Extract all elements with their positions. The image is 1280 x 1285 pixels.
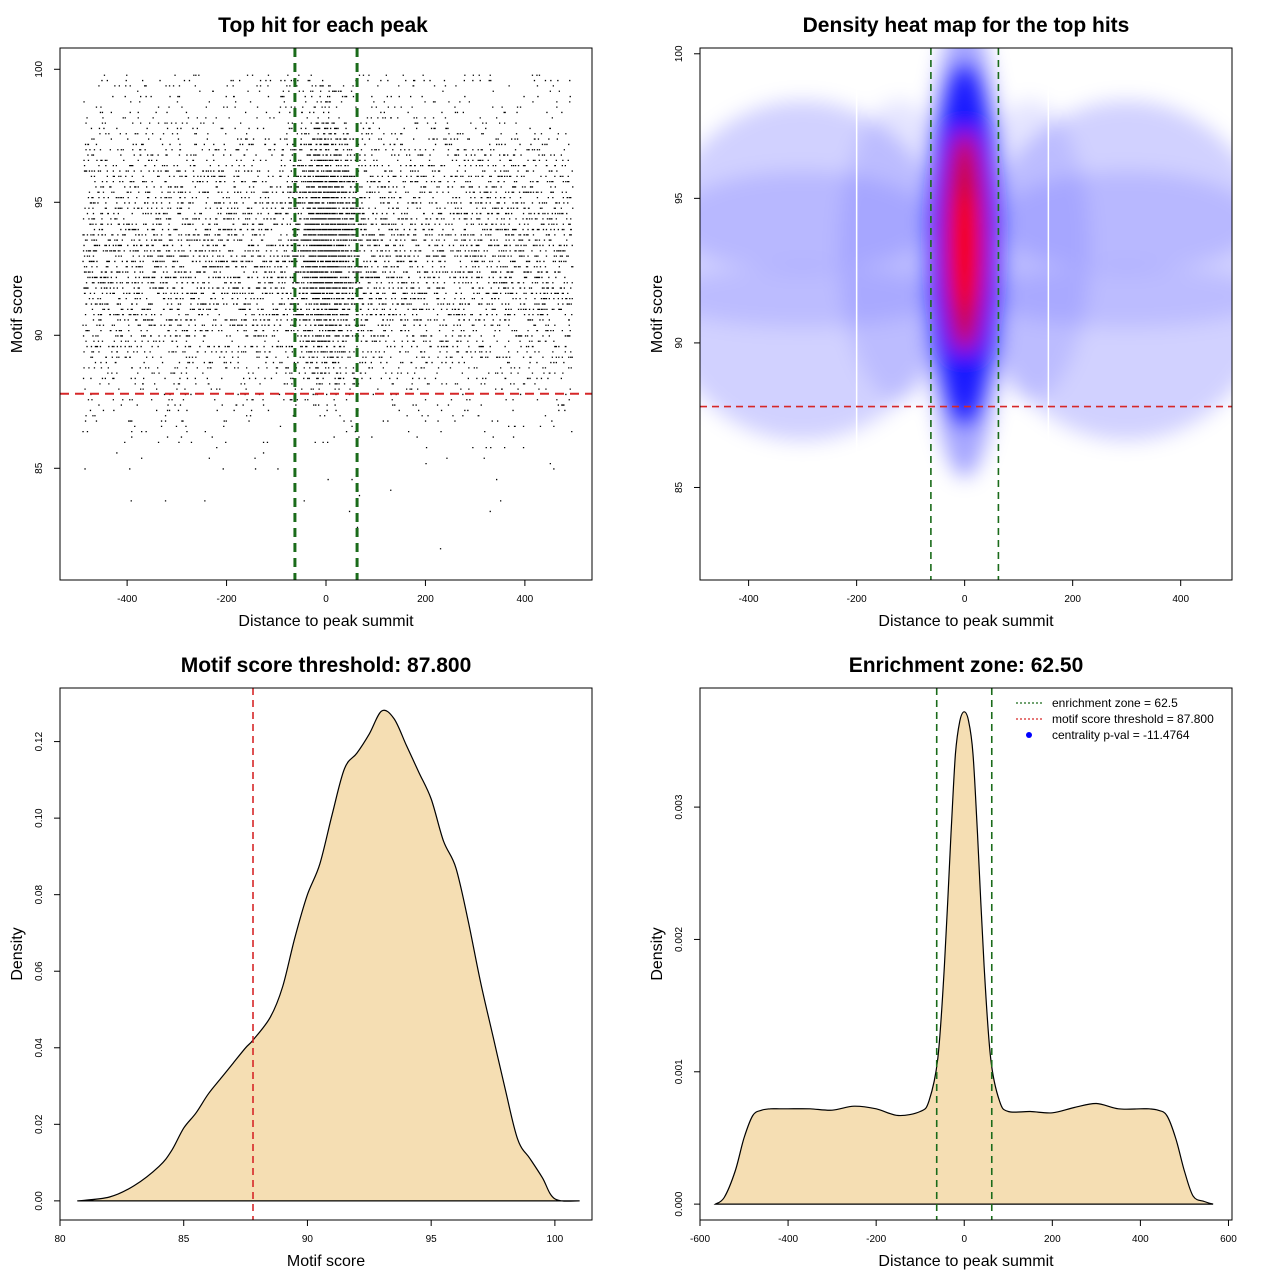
x-tick-label: 90 xyxy=(302,1234,314,1245)
y-tick-label: 0.10 xyxy=(34,808,45,828)
scatter-reference-lines xyxy=(60,48,592,580)
y-tick-label: 0.00 xyxy=(34,1191,45,1211)
distance-density-y-axis: 0.000 0.001 0.002 0.003 xyxy=(674,794,700,1217)
y-tick-label: 0.003 xyxy=(674,794,685,819)
distance-density-x-label: Distance to peak summit xyxy=(878,1253,1054,1270)
y-tick-label: 85 xyxy=(34,462,45,474)
x-tick-label: 0 xyxy=(962,594,968,605)
y-tick-label: 0.12 xyxy=(34,731,45,751)
score-density-y-label: Density xyxy=(9,927,26,980)
x-tick-label: 400 xyxy=(1132,1234,1149,1245)
scatter-x-label: Distance to peak summit xyxy=(238,613,414,630)
x-tick-label: 200 xyxy=(417,594,434,605)
x-tick-label: 400 xyxy=(1172,594,1189,605)
distance-density-y-label: Density xyxy=(649,927,666,980)
scatter-point-cloud xyxy=(82,74,574,550)
scatter-points xyxy=(82,74,574,550)
legend: enrichment zone = 62.5 motif score thres… xyxy=(1016,696,1214,742)
legend-symbol-pval xyxy=(1026,732,1032,738)
y-tick-label: 0.000 xyxy=(674,1191,685,1216)
x-tick-label: 200 xyxy=(1064,594,1081,605)
y-tick-label: 100 xyxy=(34,61,45,78)
x-tick-label: -200 xyxy=(866,1234,886,1245)
heatmap-y-label: Motif score xyxy=(649,275,666,353)
y-tick-label: 100 xyxy=(674,45,685,62)
x-tick-label: 600 xyxy=(1220,1234,1237,1245)
panel-score-density: Motif score threshold: 87.800 80 85 90 95 10… xyxy=(9,654,593,1270)
heatmap-reference-lines xyxy=(700,48,1232,580)
scatter-x-axis: -400 -200 0 200 400 xyxy=(117,580,534,605)
distance-density-title: Enrichment zone: 62.50 xyxy=(849,654,1084,677)
score-density-y-axis: 0.00 0.02 0.04 0.06 0.08 0.10 0.12 xyxy=(34,731,60,1211)
score-density-plot-frame xyxy=(59,687,593,1221)
x-tick-label: 200 xyxy=(1044,1234,1061,1245)
x-tick-label: -200 xyxy=(847,594,867,605)
y-tick-label: 90 xyxy=(34,329,45,341)
x-tick-label: -400 xyxy=(739,594,759,605)
heatmap-x-axis: -400 -200 0 200 400 xyxy=(739,580,1189,605)
y-tick-label: 0.08 xyxy=(34,885,45,905)
legend-label-pval: centrality p-val = -11.4764 xyxy=(1052,728,1190,742)
x-tick-label: 0 xyxy=(961,1234,967,1245)
heatmap-plot-frame xyxy=(699,47,1233,581)
y-tick-label: 85 xyxy=(674,481,685,493)
distance-density-plot-frame xyxy=(699,687,1233,1221)
distance-density-x-axis: -600 -400 -200 0 200 400 600 xyxy=(690,1220,1237,1245)
scatter-y-label: Motif score xyxy=(9,275,26,353)
score-density-curve xyxy=(77,709,580,1202)
scatter-title: Top hit for each peak xyxy=(218,14,428,37)
panel-distance-density: Enrichment zone: 62.50 -600 -400 -200 0 200 4… xyxy=(649,654,1237,1270)
y-tick-label: 0.02 xyxy=(34,1114,45,1134)
panel-scatter: Top hit for each peak -400 -200 0 200 400 85… xyxy=(9,14,593,630)
distance-density-reference-lines xyxy=(935,688,993,1220)
x-tick-label: -400 xyxy=(778,1234,798,1245)
x-tick-label: -200 xyxy=(217,594,237,605)
score-density-x-axis: 80 85 90 95 100 xyxy=(54,1220,564,1245)
y-tick-label: 95 xyxy=(34,196,45,208)
x-tick-label: 400 xyxy=(517,594,534,605)
legend-label-zone: enrichment zone = 62.5 xyxy=(1052,696,1178,710)
x-tick-label: 80 xyxy=(54,1234,66,1245)
score-density-title: Motif score threshold: 87.800 xyxy=(181,654,472,677)
x-tick-label: 0 xyxy=(323,594,329,605)
heatmap-title: Density heat map for the top hits xyxy=(803,14,1130,37)
distance-density-curve xyxy=(713,711,1214,1205)
panel-heatmap: Density heat map for the top hits -400 -2… xyxy=(649,14,1233,630)
heat-peak-center xyxy=(952,190,977,311)
y-tick-label: 0.002 xyxy=(674,926,685,951)
legend-label-threshold: motif score threshold = 87.800 xyxy=(1052,712,1214,726)
x-tick-label: 100 xyxy=(547,1234,564,1245)
y-tick-label: 0.04 xyxy=(34,1038,45,1058)
x-tick-label: 85 xyxy=(178,1234,190,1245)
heatmap-y-axis: 85 90 95 100 xyxy=(674,45,700,493)
y-tick-label: 0.001 xyxy=(674,1059,685,1084)
x-tick-label: 95 xyxy=(426,1234,438,1245)
score-density-x-label: Motif score xyxy=(287,1253,365,1270)
scatter-y-axis: 85 90 95 100 xyxy=(34,61,60,474)
y-tick-label: 0.06 xyxy=(34,961,45,981)
y-tick-label: 90 xyxy=(674,337,685,349)
heatmap-x-label: Distance to peak summit xyxy=(878,613,1054,630)
x-tick-label: -600 xyxy=(690,1234,710,1245)
heatmap-area xyxy=(700,48,1232,580)
x-tick-label: -400 xyxy=(117,594,137,605)
y-tick-label: 95 xyxy=(674,192,685,204)
